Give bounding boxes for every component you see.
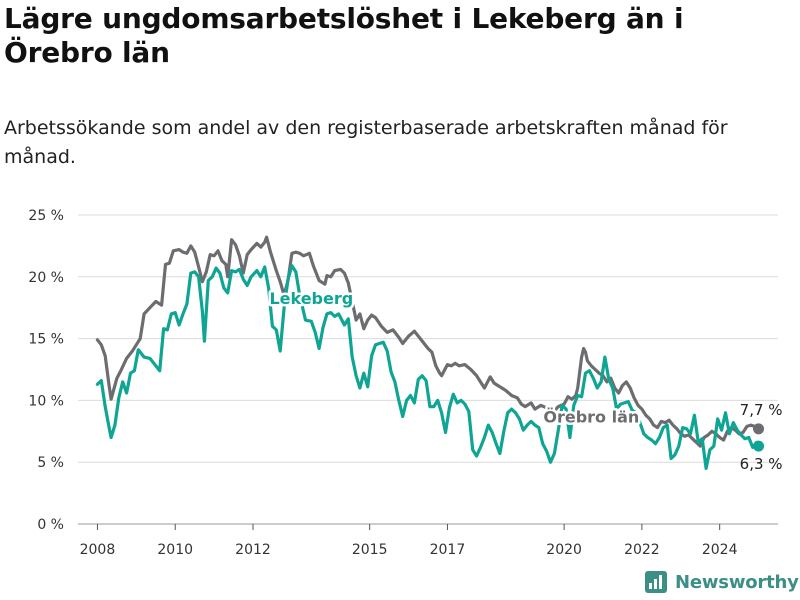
x-tick-label: 2024 bbox=[702, 542, 738, 558]
x-tick-label: 2012 bbox=[235, 542, 271, 558]
brand-name: Newsworthy bbox=[675, 571, 799, 593]
chart-subtitle: Arbetssökande som andel av den registerb… bbox=[4, 117, 728, 168]
x-tick-label: 2015 bbox=[352, 542, 388, 558]
chart-title: Lägre ungdomsarbetslöshet i Lekeberg än … bbox=[4, 2, 684, 69]
end-point-marker bbox=[753, 440, 765, 452]
series-line-lekeberg bbox=[95, 264, 761, 470]
x-tick-label: 2020 bbox=[546, 542, 582, 558]
y-tick-label: 15 % bbox=[28, 332, 64, 348]
y-tick-label: 10 % bbox=[28, 393, 64, 409]
y-axis-ticks: 0 % 5 % 10 % 15 % 20 % 25 % bbox=[28, 208, 64, 533]
x-tick-label: 2022 bbox=[624, 542, 660, 558]
x-tick-label: 2010 bbox=[157, 542, 193, 558]
x-tick-label: 2008 bbox=[80, 542, 116, 558]
end-value-label: 7,7 % bbox=[740, 401, 783, 419]
y-gridlines bbox=[78, 214, 778, 525]
end-point-marker bbox=[753, 423, 765, 435]
x-axis-ticks: 2008 2010 2012 2015 2017 2020 2022 2024 bbox=[80, 524, 738, 558]
series-labels: 7,7 % 6,3 % Örebro län Lekeberg bbox=[267, 286, 783, 473]
end-value-label: 6,3 % bbox=[740, 455, 783, 473]
y-tick-label: 5 % bbox=[37, 455, 64, 471]
series-lines bbox=[95, 235, 765, 470]
y-tick-label: 20 % bbox=[28, 270, 64, 286]
series-name-lekeberg: Lekeberg bbox=[269, 289, 353, 308]
newsworthy-logo: Newsworthy bbox=[645, 568, 799, 596]
bar-chart-icon bbox=[645, 571, 667, 593]
y-tick-label: 0 % bbox=[37, 517, 64, 533]
series-line-rebro-l-n bbox=[95, 235, 761, 448]
x-tick-label: 2017 bbox=[430, 542, 466, 558]
series-name-rebro-l-n: Örebro län bbox=[543, 408, 639, 427]
y-tick-label: 25 % bbox=[28, 208, 64, 224]
